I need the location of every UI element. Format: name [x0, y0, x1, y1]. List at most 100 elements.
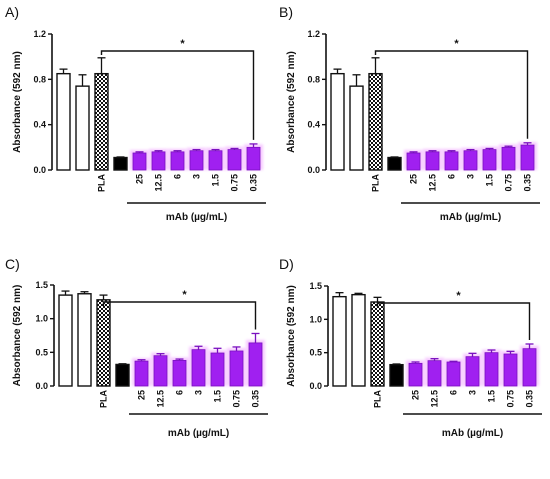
bar: [503, 353, 518, 387]
x-tick-label: 0.35: [251, 390, 261, 408]
chart-panel: B) Absorbance (592 nm) 0.0 0.4 0.8 1.2 PLA 25 12…: [279, 4, 540, 223]
bar: [208, 150, 223, 171]
chart-panel: C) Absorbance (592 nm) 0.0 0.5 1.0 1.5 PLA 25 12…: [5, 256, 268, 439]
x-tick-label: PLA: [371, 173, 381, 192]
bar: [94, 72, 109, 171]
bar: [151, 151, 166, 171]
bar: [520, 144, 535, 171]
bar: [446, 361, 461, 387]
y-axis-label: Absorbance (592 nm): [286, 285, 297, 387]
y-tick-label: 0.8: [307, 74, 320, 84]
x-tick-label: 12.5: [156, 390, 166, 408]
bar: [406, 152, 421, 171]
y-tick-label: 0.0: [307, 165, 320, 175]
bar: [132, 152, 147, 171]
bar: [482, 149, 497, 171]
y-tick-label: 0.8: [33, 74, 46, 84]
x-tick-label: 25: [135, 174, 145, 184]
bar: [408, 362, 423, 387]
x-tick-label: 1.5: [211, 174, 221, 187]
bar: [351, 293, 366, 387]
bar: [229, 350, 244, 387]
significance-bracket: [100, 50, 255, 140]
x-tick-label: 0.35: [523, 174, 533, 192]
bar-group: [330, 57, 537, 171]
x-tick-label: PLA: [99, 389, 109, 408]
bar: [389, 363, 404, 387]
panel-letter: D): [279, 256, 294, 272]
y-tick-label: 1.0: [35, 314, 48, 324]
bar: [349, 85, 364, 171]
y-axis-label: Absorbance (592 nm): [12, 285, 23, 387]
bar: [191, 349, 206, 387]
bar: [368, 72, 383, 171]
bar: [427, 360, 442, 387]
bar: [96, 299, 111, 387]
bar: [246, 146, 261, 171]
bar: [153, 355, 168, 387]
significance-bracket: [374, 50, 529, 139]
bar: [113, 156, 128, 171]
group-label: mAb (µg/mL): [440, 212, 501, 223]
y-axis-label: Absorbance (592 nm): [12, 51, 23, 153]
x-tick-label: 6: [175, 390, 185, 395]
bar: [465, 356, 480, 387]
bar: [56, 72, 71, 171]
y-tick-label: 0.4: [33, 120, 46, 130]
x-tick-label: 1.5: [213, 390, 223, 403]
x-tick-label: 12.5: [430, 390, 440, 408]
significance-star: *: [180, 38, 185, 50]
x-tick-label: 6: [447, 174, 457, 179]
y-tick-label: 0.5: [35, 347, 48, 357]
y-tick-label: 1.5: [309, 281, 322, 291]
bar: [332, 295, 347, 387]
x-tick-label: 6: [449, 390, 459, 395]
y-tick-label: 0.4: [307, 120, 320, 130]
significance-star: *: [454, 38, 459, 50]
x-tick-label: 3: [466, 174, 476, 179]
bar: [370, 301, 385, 387]
significance-bracket: [102, 301, 257, 330]
bar-group: [56, 57, 263, 171]
bar: [210, 352, 225, 387]
bar-group: [332, 292, 539, 387]
chart-panel: D) Absorbance (592 nm) 0.0 0.5 1.0 1.5 PLA 25 12…: [279, 256, 542, 439]
panel-letter: C): [5, 256, 20, 272]
x-tick-label: 3: [192, 174, 202, 179]
bar: [227, 149, 242, 171]
bar: [75, 85, 90, 171]
bar: [134, 360, 149, 387]
chart-panel: A) Absorbance (592 nm) 0.0 0.4 0.8 1.2 PLA 25 12…: [5, 4, 266, 223]
x-tick-label: 25: [137, 390, 147, 400]
x-tick-label: 25: [411, 390, 421, 400]
y-tick-label: 1.2: [33, 29, 46, 39]
x-tick-label: 1.5: [485, 174, 495, 187]
bar: [77, 293, 92, 387]
significance-star: *: [456, 290, 461, 302]
significance-bracket: [376, 302, 531, 340]
x-tick-label: 3: [468, 390, 478, 395]
x-tick-label: 6: [173, 174, 183, 179]
y-tick-label: 0.0: [33, 165, 46, 175]
bar: [248, 342, 263, 387]
group-label: mAb (µg/mL): [442, 428, 503, 439]
x-tick-label: 0.75: [504, 174, 514, 192]
y-tick-label: 1.2: [307, 29, 320, 39]
panel-letter: B): [279, 4, 293, 20]
x-tick-label: 0.75: [506, 390, 516, 408]
bar: [172, 360, 187, 387]
bar: [387, 156, 402, 171]
bar: [115, 363, 130, 387]
bar: [522, 348, 537, 387]
bar: [484, 352, 499, 387]
significance-star: *: [182, 289, 187, 301]
bar: [58, 294, 73, 387]
x-tick-label: 25: [409, 174, 419, 184]
bar: [330, 72, 345, 171]
bar-group: [58, 290, 265, 387]
x-tick-label: 0.35: [525, 390, 535, 408]
x-tick-label: 0.75: [230, 174, 240, 192]
y-tick-label: 1.0: [309, 314, 322, 324]
y-tick-label: 0.0: [309, 381, 322, 391]
